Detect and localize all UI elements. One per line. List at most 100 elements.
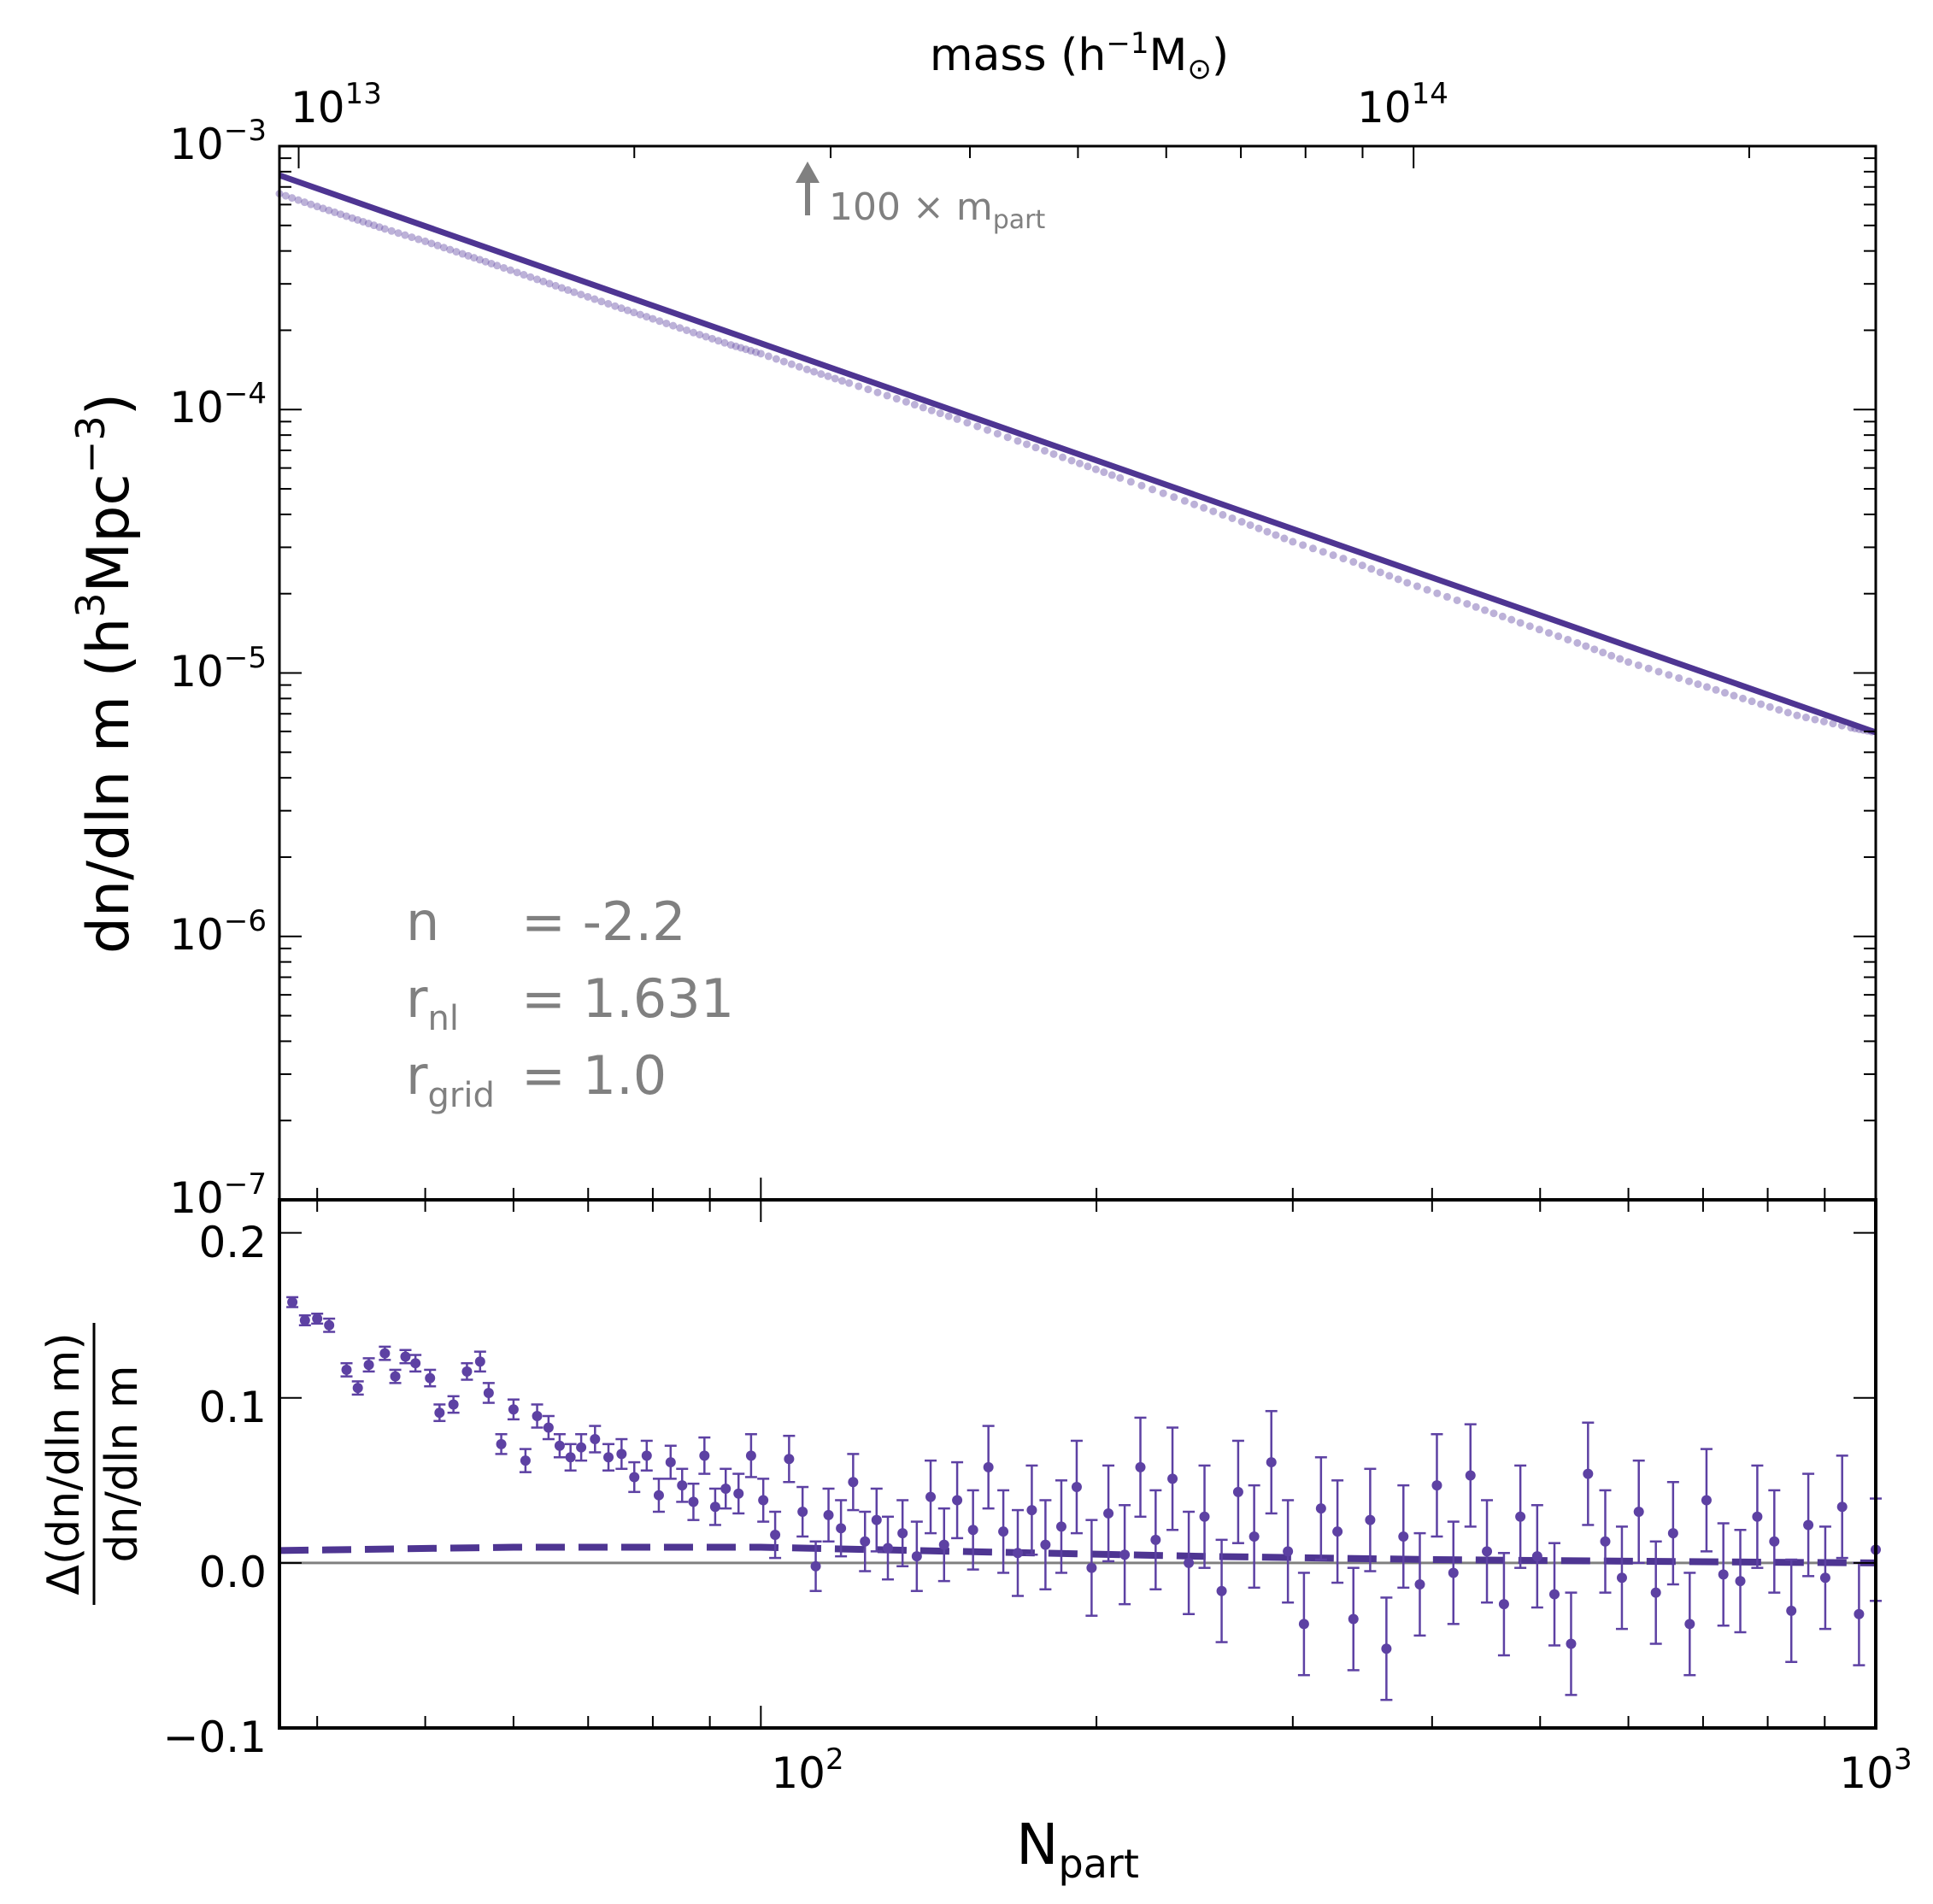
lower-x-tick-label: 102	[771, 1742, 843, 1798]
residual-point	[1633, 1507, 1644, 1518]
simulation-point	[526, 273, 535, 281]
residual-point	[1482, 1546, 1493, 1557]
upper-y-axis-label: dn/dln m (h3Mpc−3)	[68, 393, 143, 954]
residual-point	[520, 1455, 531, 1466]
top-x-tick-label: 1013	[291, 77, 382, 132]
simulation-point	[1376, 568, 1384, 577]
upper-y-tick-label: 10−6	[169, 904, 267, 960]
simulation-point	[313, 203, 321, 211]
residual-point	[629, 1472, 640, 1483]
residual-point	[883, 1543, 894, 1554]
fit-line	[278, 172, 1877, 736]
residual-point	[312, 1313, 323, 1325]
residual-point	[603, 1452, 614, 1463]
residual-point	[1119, 1549, 1131, 1560]
simulation-point	[1263, 527, 1272, 536]
residual-point	[299, 1314, 310, 1325]
simulation-point	[669, 321, 678, 330]
simulation-point	[919, 403, 927, 412]
simulation-point	[752, 348, 761, 356]
residual-point	[797, 1507, 808, 1518]
simulation-point	[993, 429, 1002, 438]
lower-panel: 0.2 0.1 0.0 −0.1 102 103 Npart Δ(dn/dln …	[38, 1198, 1912, 1887]
simulation-point	[487, 259, 496, 267]
residual-point	[745, 1450, 756, 1461]
simulation-point	[1084, 462, 1092, 471]
simulation-point	[1272, 531, 1280, 539]
residual-point	[565, 1452, 576, 1463]
residual-point	[1515, 1511, 1526, 1522]
simulation-point	[394, 229, 402, 238]
simulation-point	[325, 206, 333, 214]
simulation-point	[1739, 694, 1748, 702]
simulation-point	[1748, 697, 1756, 706]
lower-y-tick-label: −0.1	[163, 1713, 267, 1762]
simulation-point	[446, 245, 455, 254]
simulation-point	[696, 331, 704, 339]
simulation-point	[545, 279, 554, 288]
residual-point	[543, 1422, 554, 1433]
residual-point	[1055, 1521, 1066, 1532]
residual-point	[474, 1356, 485, 1367]
simulation-point	[590, 295, 599, 303]
simulation-point	[1367, 565, 1376, 573]
residual-point	[379, 1348, 391, 1359]
simulation-point	[1535, 626, 1543, 634]
param-rnl-value: = 1.631	[521, 967, 734, 1030]
residual-point	[1381, 1643, 1392, 1654]
residual-point	[400, 1351, 411, 1362]
simulation-point	[873, 388, 882, 397]
residual-point	[709, 1501, 720, 1513]
simulation-point	[1829, 720, 1837, 728]
simulation-point	[787, 360, 796, 368]
simulation-point	[731, 342, 740, 350]
simulation-point	[1544, 629, 1553, 638]
simulation-point	[364, 220, 373, 228]
simulation-point	[520, 271, 528, 279]
simulation-point	[973, 422, 982, 431]
residual-point	[1414, 1578, 1425, 1590]
simulation-point	[1100, 468, 1108, 477]
simulation-point	[984, 426, 992, 434]
simulation-point	[1091, 465, 1100, 473]
simulation-point	[370, 221, 379, 230]
simulation-point	[1394, 575, 1402, 584]
simulation-point	[1489, 609, 1498, 618]
upper-y-tick-label: 10−3	[169, 114, 267, 169]
residual-point	[1249, 1531, 1260, 1542]
simulation-point	[1116, 473, 1125, 482]
residual-point	[860, 1536, 871, 1547]
simulation-point	[1554, 632, 1563, 641]
residual-point	[1315, 1503, 1326, 1514]
residual-point	[1600, 1536, 1611, 1547]
simulation-point	[772, 355, 780, 363]
model-dashed-line	[279, 1543, 1877, 1566]
residual-point	[810, 1560, 821, 1572]
simulation-point	[1507, 615, 1516, 624]
simulation-point	[611, 302, 620, 310]
simulation-point	[883, 391, 891, 400]
simulation-point	[810, 367, 819, 376]
simulation-point	[564, 285, 573, 294]
simulation-point	[1059, 453, 1067, 461]
simulation-point	[864, 385, 872, 394]
simulation-point	[1607, 651, 1616, 660]
residual-point	[1348, 1613, 1359, 1625]
residual-point	[1667, 1528, 1678, 1539]
simulation-point	[714, 337, 723, 345]
residual-point	[1216, 1585, 1227, 1596]
residual-point	[1167, 1473, 1178, 1484]
simulation-point	[1644, 664, 1653, 673]
residual-point	[287, 1296, 298, 1308]
simulation-point	[1472, 602, 1480, 611]
simulation-point	[1228, 514, 1237, 522]
residual-point	[871, 1514, 882, 1525]
residual-point	[1549, 1589, 1560, 1600]
simulation-point	[1170, 493, 1178, 502]
residual-point	[616, 1449, 627, 1460]
simulation-point	[506, 266, 514, 274]
residual-point	[1026, 1505, 1037, 1516]
simulation-point	[1564, 635, 1572, 643]
simulation-point	[1757, 700, 1766, 708]
